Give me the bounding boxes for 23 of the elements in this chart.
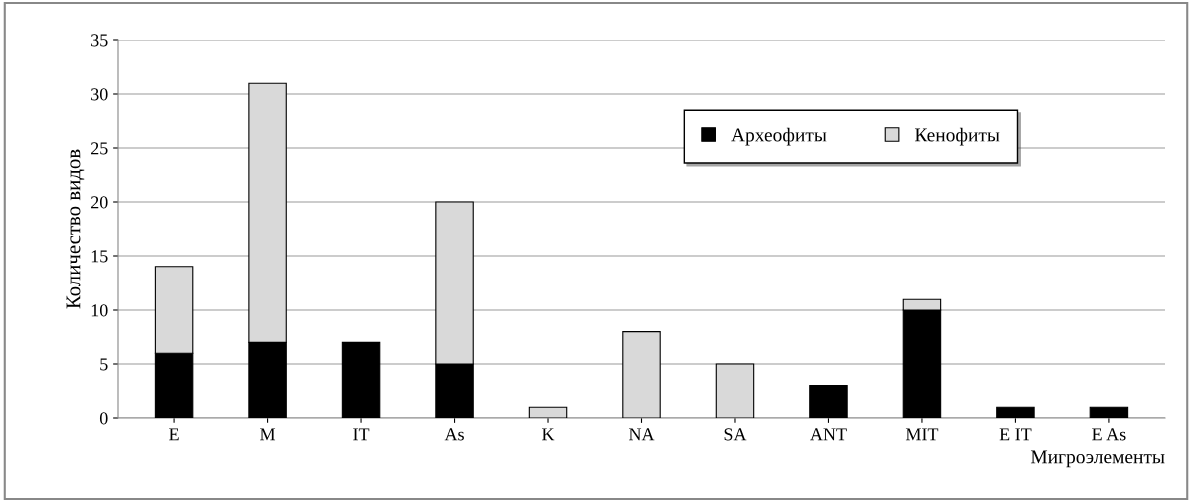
y-tick-label: 35 <box>91 34 108 47</box>
x-tick-label: E As <box>1092 428 1126 441</box>
y-tick-label: 25 <box>91 142 108 155</box>
x-tick-label: E <box>169 428 179 441</box>
y-tick-label: 30 <box>91 88 108 101</box>
y-tick-label: 10 <box>91 304 108 317</box>
legend-label: Археофиты <box>731 127 827 146</box>
x-tick-label: IT <box>353 428 370 441</box>
x-tick-label: NA <box>628 428 655 441</box>
x-axis-title: Мигроэлементы <box>1030 450 1165 468</box>
y-tick-label: 15 <box>91 250 108 263</box>
x-tick-label: M <box>260 428 276 441</box>
x-tick-label: MIT <box>905 428 939 441</box>
x-tick-label: E IT <box>999 428 1032 441</box>
y-tick-label: 0 <box>99 412 108 425</box>
x-tick-label: K <box>542 428 555 441</box>
x-tick-label: ANT <box>810 428 847 441</box>
y-tick-label: 5 <box>100 358 108 371</box>
legend-label: Кенофиты <box>914 127 1000 146</box>
y-tick-label: 20 <box>91 196 108 209</box>
x-tick-label: SA <box>724 428 747 441</box>
x-tick-label: As <box>444 428 464 441</box>
y-axis-title: Количество видов <box>66 149 85 309</box>
